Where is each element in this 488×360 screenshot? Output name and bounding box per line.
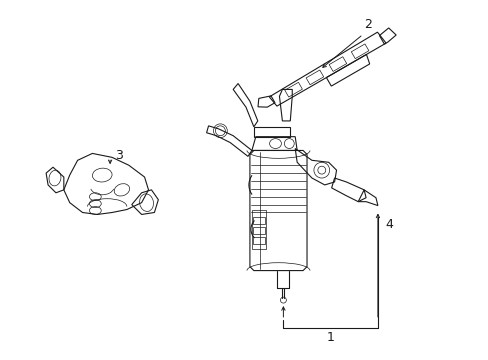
Text: 4: 4 (385, 218, 393, 231)
Text: 3: 3 (115, 149, 122, 162)
Text: 1: 1 (326, 331, 334, 344)
Text: 2: 2 (364, 18, 371, 31)
